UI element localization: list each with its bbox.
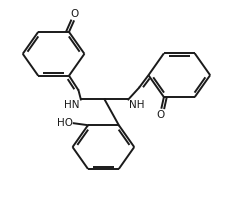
Text: O: O	[71, 9, 79, 19]
Text: HO: HO	[57, 118, 72, 128]
Text: HN: HN	[64, 100, 80, 111]
Text: NH: NH	[130, 100, 145, 111]
Text: O: O	[156, 110, 164, 120]
